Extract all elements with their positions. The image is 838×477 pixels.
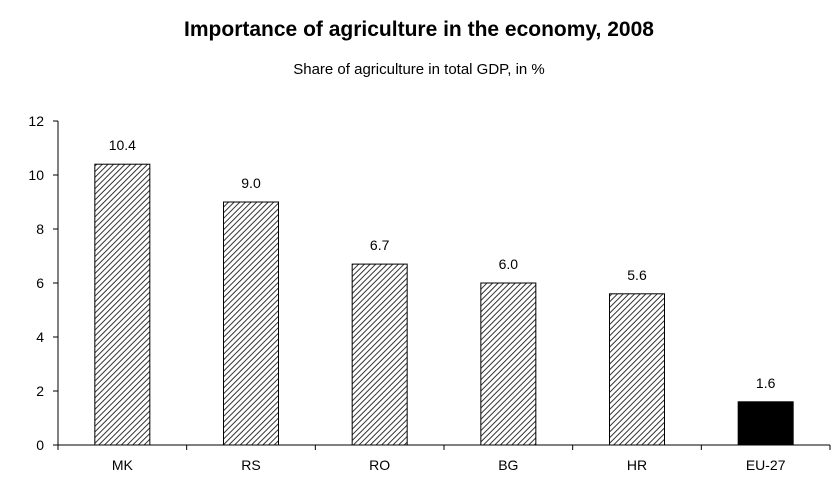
bar-mk <box>94 163 151 446</box>
bar-hr <box>609 293 665 446</box>
y-tick-label: 10 <box>28 167 44 183</box>
bar-rs <box>223 201 279 446</box>
x-tick-label-ro: RO <box>369 457 390 473</box>
data-label-mk: 10.4 <box>109 137 136 153</box>
chart-subtitle: Share of agriculture in total GDP, in % <box>293 61 545 78</box>
bar-bg <box>480 282 537 446</box>
data-label-rs: 9.0 <box>241 175 261 191</box>
y-tick-label: 6 <box>36 275 44 291</box>
x-tick-label-rs: RS <box>241 457 260 473</box>
chart-title: Importance of agriculture in the economy… <box>184 18 654 41</box>
y-tick-label: 12 <box>28 113 44 129</box>
bar-ro <box>351 263 408 446</box>
bar-eu-27 <box>737 401 794 446</box>
x-tick-label-eu-27: EU-27 <box>746 457 786 473</box>
bars <box>94 163 794 446</box>
y-tick-label: 4 <box>36 329 44 345</box>
y-tick-label: 8 <box>36 221 44 237</box>
x-tick-label-mk: MK <box>112 457 134 473</box>
data-label-bg: 6.0 <box>499 256 519 272</box>
y-tick-label: 2 <box>36 383 44 399</box>
axes: 0 2 4 6 8 10 12 <box>28 113 831 453</box>
data-label-eu-27: 1.6 <box>756 375 776 391</box>
data-label-ro: 6.7 <box>370 237 390 253</box>
labels: 10.4 MK 9.0 RS 6.7 RO 6.0 BG 5.6 HR 1.6 EU-27 <box>109 137 786 473</box>
x-tick-label-hr: HR <box>627 457 647 473</box>
y-tick-label: 0 <box>36 437 44 453</box>
data-label-hr: 5.6 <box>627 267 647 283</box>
x-tick-label-bg: BG <box>498 457 518 473</box>
